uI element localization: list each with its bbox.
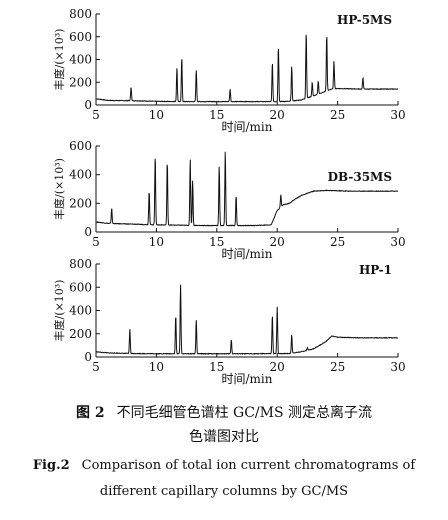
- x-tick-label: 30: [390, 108, 405, 122]
- y-tick-label: 0: [84, 98, 92, 112]
- x-tick-label: 20: [270, 360, 285, 374]
- x-tick-label: 30: [390, 235, 405, 249]
- y-tick-label: 400: [69, 304, 92, 318]
- x-axis-label: 时间/min: [222, 120, 273, 134]
- y-tick-label: 200: [69, 327, 92, 341]
- x-tick-label: 30: [390, 360, 405, 374]
- x-tick-label: 25: [330, 360, 345, 374]
- y-tick-label: 400: [69, 168, 92, 182]
- x-tick-label: 15: [209, 360, 224, 374]
- caption-cn-line1: 图 2 不同毛细管色谱柱 GC/MS 测定总离子流: [0, 402, 448, 422]
- x-tick-label: 20: [270, 108, 285, 122]
- y-tick-label: 0: [84, 350, 92, 364]
- x-tick-label: 5: [92, 360, 100, 374]
- x-tick-label: 25: [330, 108, 345, 122]
- y-tick-label: 600: [69, 30, 92, 44]
- x-tick-label: 10: [149, 108, 164, 122]
- series-trace: [95, 151, 398, 227]
- x-tick-label: 5: [92, 108, 100, 122]
- x-axis-label: 时间/min: [222, 247, 273, 261]
- y-tick-label: 800: [69, 257, 92, 271]
- y-axis-label: 丰度/(×10³): [52, 280, 66, 342]
- x-tick-label: 10: [149, 235, 164, 249]
- y-tick-label: 800: [69, 7, 92, 21]
- caption-en-text: Comparison of total ion current chromato…: [81, 458, 416, 473]
- y-tick-label: 200: [69, 75, 92, 89]
- series-label: HP-5MS: [337, 13, 392, 27]
- x-axis-label: 时间/min: [222, 372, 273, 386]
- series-trace: [95, 284, 399, 355]
- x-tick-label: 10: [149, 360, 164, 374]
- x-tick-label: 15: [209, 108, 224, 122]
- x-tick-label: 20: [270, 235, 285, 249]
- series-label: HP-1: [359, 263, 392, 277]
- caption-en-line2: different capillary columns by GC/MS: [99, 484, 349, 499]
- series-label: DB-35MS: [328, 170, 392, 184]
- y-axis-label: 丰度/(×10³): [52, 158, 66, 220]
- caption-en-line1: Fig.2 Comparison of total ion current chr…: [0, 458, 448, 473]
- x-tick-label: 25: [330, 235, 345, 249]
- x-tick-label: 5: [92, 235, 100, 249]
- x-tick-label: 15: [209, 235, 224, 249]
- caption-cn-text: 不同毛细管色谱柱 GC/MS 测定总离子流: [116, 405, 373, 421]
- caption-cn-line2: 色谱图对比: [189, 429, 259, 445]
- y-tick-label: 600: [69, 280, 92, 294]
- caption-en-number: Fig.2: [32, 458, 70, 473]
- y-tick-label: 200: [69, 196, 92, 210]
- y-tick-label: 400: [69, 53, 92, 67]
- caption-cn-number: 图 2: [75, 405, 105, 421]
- y-tick-label: 600: [69, 139, 92, 153]
- y-tick-label: 0: [84, 225, 92, 239]
- series-trace: [95, 34, 398, 103]
- y-axis-label: 丰度/(×10³): [52, 29, 66, 91]
